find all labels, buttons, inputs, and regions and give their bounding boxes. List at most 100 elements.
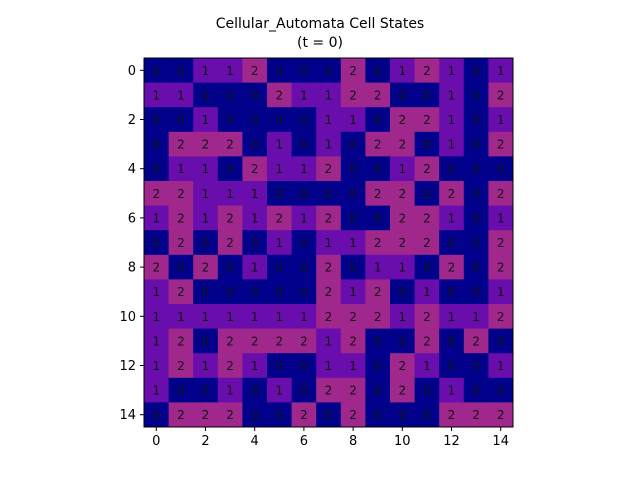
cell-value-label: 0: [374, 384, 382, 398]
heatmap-cell: [365, 353, 391, 379]
cell-value-label: 0: [497, 334, 505, 348]
cell-value-label: 1: [202, 359, 210, 373]
heatmap-cell: [267, 156, 292, 182]
heatmap-cell: [439, 279, 465, 305]
cell-value-label: 1: [398, 162, 406, 176]
cell-value-label: 2: [300, 334, 308, 348]
cell-value-label: 0: [202, 285, 210, 299]
x-tick-label: 6: [300, 434, 308, 449]
heatmap-cell: [414, 58, 440, 83]
heatmap-cell: [217, 304, 243, 329]
cell-value-label: 0: [275, 187, 283, 201]
cell-value-label: 1: [423, 359, 431, 373]
cell-value-label: 1: [325, 138, 333, 152]
cell-value-label: 2: [251, 64, 259, 78]
cell-value-label: 0: [300, 236, 308, 250]
cell-value-label: 1: [226, 187, 234, 201]
cell-value-label: 1: [448, 310, 456, 324]
heatmap-cell: [242, 304, 268, 329]
cell-value-label: 0: [226, 162, 234, 176]
heatmap-cell: [144, 156, 169, 182]
heatmap-cell: [144, 181, 169, 206]
cell-value-label: 0: [423, 261, 431, 275]
heatmap-cell: [144, 58, 169, 83]
cell-value-label: 2: [152, 187, 160, 201]
cell-value-label: 1: [251, 359, 259, 373]
cell-value-label: 1: [152, 211, 160, 225]
heatmap-cell: [365, 304, 391, 329]
heatmap-cell: [168, 205, 194, 231]
heatmap-cell: [144, 402, 169, 428]
cell-value-label: 0: [325, 408, 333, 422]
cell-value-label: 1: [423, 285, 431, 299]
heatmap-cell: [316, 82, 342, 108]
cell-value-label: 0: [472, 162, 480, 176]
cell-value-label: 1: [398, 64, 406, 78]
plot-frame: [143, 57, 514, 428]
cell-value-label: 0: [251, 88, 259, 102]
heatmap-cell: [242, 156, 268, 182]
heatmap-cell: [291, 230, 317, 256]
cell-value-label: 1: [177, 88, 185, 102]
heatmap-cell: [316, 254, 342, 280]
heatmap-cell: [390, 107, 415, 133]
heatmap-cell: [316, 279, 342, 305]
cell-value-label: 2: [325, 261, 333, 275]
cell-value-label: 0: [152, 138, 160, 152]
cell-value-label: 1: [497, 285, 505, 299]
heatmap-cell: [390, 181, 415, 206]
heatmap-cell: [439, 181, 465, 206]
cell-value-label: 0: [152, 162, 160, 176]
heatmap-cell: [291, 402, 317, 428]
cell-value-label: 0: [398, 88, 406, 102]
heatmap-cell: [488, 402, 514, 428]
cell-value-label: 2: [275, 211, 283, 225]
cell-value-label: 0: [325, 64, 333, 78]
heatmap-cell: [291, 58, 317, 83]
cell-value-label: 2: [423, 162, 431, 176]
cell-value-label: 0: [472, 64, 480, 78]
heatmap-cell: [144, 230, 169, 256]
cell-value-label: 1: [177, 310, 185, 324]
cell-value-label: 0: [152, 236, 160, 250]
heatmap-cell: [488, 254, 514, 280]
heatmap-cell: [340, 254, 366, 280]
heatmap-cell: [414, 254, 440, 280]
cell-value-label: 1: [251, 187, 259, 201]
cell-value-label: 2: [374, 138, 382, 152]
cell-value-label: 2: [325, 211, 333, 225]
cell-value-label: 0: [448, 236, 456, 250]
cell-value-label: 0: [226, 113, 234, 127]
heatmap-cell: [291, 107, 317, 133]
cell-value-label: 1: [325, 236, 333, 250]
cell-value-label: 1: [202, 162, 210, 176]
heatmap-cell: [267, 254, 292, 280]
cell-value-label: 1: [202, 64, 210, 78]
cell-value-label: 0: [202, 334, 210, 348]
heatmap-cell: [439, 82, 465, 108]
heatmap-cell: [365, 58, 391, 83]
heatmap-cell: [316, 402, 342, 428]
heatmap-cell: [168, 131, 194, 157]
cell-value-label: 2: [497, 261, 505, 275]
cell-value-label: 1: [300, 211, 308, 225]
heatmap-cell: [242, 402, 268, 428]
cell-value-label: 2: [497, 138, 505, 152]
heatmap-cell: [291, 181, 317, 206]
heatmap-cell: [390, 353, 415, 379]
cell-value-label: 1: [275, 236, 283, 250]
heatmap-cell: [340, 328, 366, 354]
cell-value-label: 2: [374, 236, 382, 250]
heatmap-cell: [463, 402, 489, 428]
cell-value-label: 0: [398, 334, 406, 348]
heatmap-cell: [340, 181, 366, 206]
cell-value-label: 2: [448, 261, 456, 275]
y-tick-label: 2: [128, 113, 136, 128]
heatmap-cell: [488, 279, 514, 305]
heatmap-cell: [242, 58, 268, 83]
heatmap-cell: [316, 230, 342, 256]
heatmap-cell: [390, 205, 415, 231]
heatmap-cell: [144, 254, 169, 280]
cell-value-label: 0: [472, 384, 480, 398]
heatmap-cell: [439, 205, 465, 231]
